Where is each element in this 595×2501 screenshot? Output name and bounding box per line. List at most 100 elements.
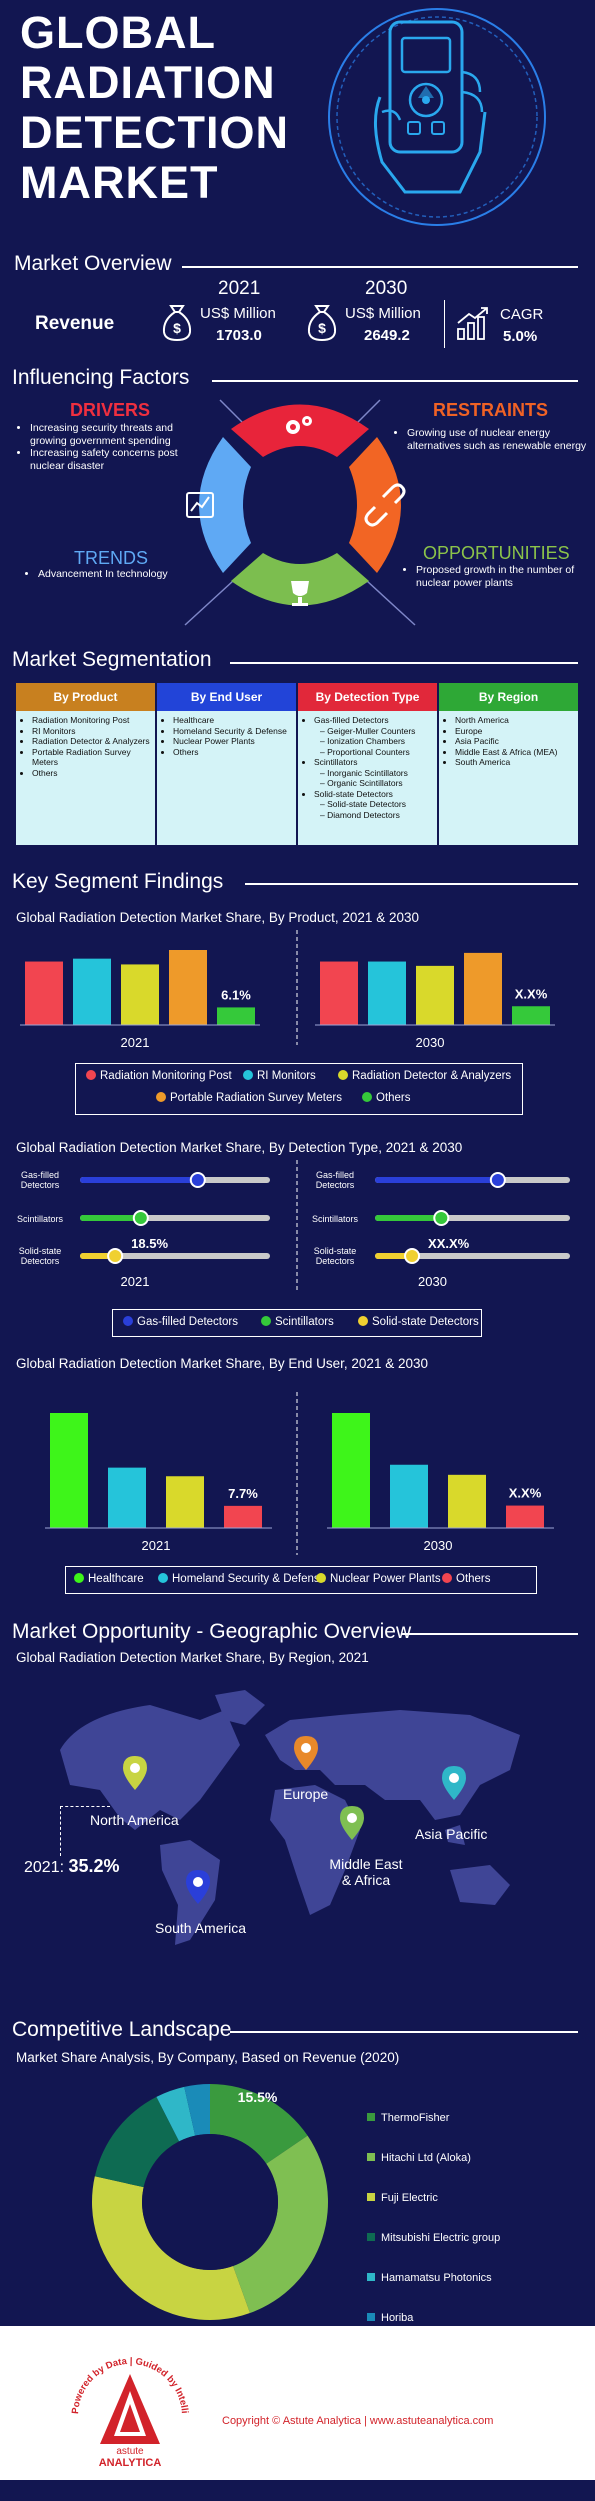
enduser-bar	[166, 1476, 204, 1528]
segment-item: – Solid-state Detectors	[320, 799, 406, 809]
region-label: North America	[90, 1812, 179, 1828]
opportunities-title: OPPORTUNITIES	[423, 543, 570, 563]
legend-label: Fuji Electric	[381, 2192, 438, 2204]
company-share-donut: 15.5%	[92, 2084, 328, 2320]
segment-header: By Region	[439, 683, 578, 711]
product-bar	[121, 964, 159, 1025]
drivers-title: DRIVERS	[70, 400, 151, 420]
segment-item: Solid-state Detectors	[314, 789, 433, 800]
factors-ring	[184, 399, 416, 626]
trends-list: Advancement In technology	[24, 568, 218, 581]
legend-swatch	[442, 1573, 452, 1583]
legend-label: Scintillators	[275, 1316, 334, 1328]
findings-rule	[245, 883, 578, 885]
segment-header: By End User	[157, 683, 296, 711]
legend-label: Radiation Monitoring Post	[100, 1070, 232, 1082]
product-data-label: X.X%	[515, 986, 548, 1001]
detection-category-label: Detectors	[316, 1180, 355, 1190]
product-legend: Radiation Monitoring Post RI Monitors Radi…	[75, 1063, 523, 1115]
money-bag-icon: $	[162, 305, 192, 342]
legend-swatch	[158, 1573, 168, 1583]
astute-analytica-logo: Powered by Data | Guided by Intelligence…	[60, 2336, 190, 2469]
legend-label: Portable Radiation Survey Meters	[170, 1092, 342, 1104]
segment-item: RI Monitors	[32, 726, 151, 737]
legend-label: ThermoFisher	[381, 2112, 450, 2124]
detection-bar	[80, 1215, 141, 1221]
detection-legend-item: Solid-state Detectors	[358, 1316, 479, 1328]
enduser-bar	[108, 1467, 146, 1528]
detection-category-label: Solid-state	[314, 1246, 357, 1256]
enduser-legend-item: Healthcare	[74, 1573, 144, 1585]
company-legend-item: Hamamatsu Photonics	[367, 2272, 492, 2284]
detection-legend-item: Scintillators	[261, 1316, 334, 1328]
legend-label: Solid-state Detectors	[372, 1316, 479, 1328]
detection-category-label: Solid-state	[19, 1246, 62, 1256]
donut-slice	[184, 2084, 210, 2136]
segment-item: – Organic Scintillators	[320, 778, 403, 788]
legend-swatch	[358, 1316, 368, 1326]
segment-item: Others	[173, 747, 292, 758]
detection-year-label: 2021	[121, 1274, 150, 1289]
na-share-value: 35.2%	[68, 1856, 120, 1876]
donut-slice	[233, 2135, 328, 2314]
segment-column: By End UserHealthcareHomeland Security &…	[157, 683, 296, 845]
detection-knob-fill	[191, 1174, 204, 1186]
opportunity-item-1: Proposed growth in the number of nuclear…	[416, 564, 595, 589]
legend-label: RI Monitors	[257, 1070, 316, 1082]
legend-label: Mitsubishi Electric group	[381, 2232, 501, 2244]
donut-hole	[142, 2134, 278, 2270]
region-label: Asia Pacific	[415, 1826, 488, 1842]
product-chart-title: Global Radiation Detection Market Share,…	[16, 910, 419, 925]
findings-title: Key Segment Findings	[12, 870, 224, 893]
region-label: Middle East & Africa	[329, 1856, 403, 1888]
driver-item-2: Increasing safety concerns post nuclear …	[30, 447, 210, 472]
detection-bar	[375, 1253, 413, 1259]
company-legend-item: Hitachi Ltd (Aloka)	[367, 2152, 471, 2164]
restraints-title: RESTRAINTS	[433, 400, 549, 420]
na-callout-vline	[60, 1806, 61, 1856]
segment-item: Others	[32, 768, 151, 779]
product-bar	[25, 961, 63, 1025]
enduser-chart-title: Global Radiation Detection Market Share,…	[16, 1356, 428, 1371]
region-label: South America	[155, 1920, 247, 1936]
competitive-rule	[230, 2031, 578, 2033]
detection-knob-fill	[109, 1250, 122, 1262]
drivers-segment	[231, 404, 369, 457]
legend-swatch	[156, 1092, 166, 1102]
enduser-bar	[506, 1505, 544, 1528]
drivers-list: Increasing security threats and growing …	[16, 422, 210, 472]
segment-item: North America	[455, 715, 574, 726]
product-year-label: 2021	[121, 1035, 150, 1050]
location-pin-icon	[123, 1756, 147, 1790]
detection-bar	[80, 1253, 116, 1259]
footer-bottom-band	[0, 2480, 595, 2501]
legend-swatch	[86, 1070, 96, 1080]
company-legend-item: ThermoFisher	[367, 2112, 449, 2124]
factors-title: Influencing Factors	[12, 366, 190, 389]
legend-label: Healthcare	[88, 1573, 144, 1585]
opportunities-list: Proposed growth in the number of nuclear…	[402, 564, 595, 589]
segment-item: Healthcare	[173, 715, 292, 726]
company-legend-item: Horiba	[367, 2312, 413, 2324]
revenue-label: Revenue	[35, 313, 115, 334]
year-2021: 2021	[218, 278, 261, 299]
segment-header: By Product	[16, 683, 155, 711]
detection-bar	[375, 1177, 498, 1183]
segment-item: Portable Radiation Survey Meters	[32, 747, 151, 768]
enduser-chart: 7.7% 2021 X.X% 2030	[45, 1392, 554, 1555]
detection-track	[80, 1253, 270, 1259]
legend-label: Hamamatsu Photonics	[381, 2272, 492, 2284]
overview-title: Market Overview	[14, 252, 172, 275]
svg-text:$: $	[173, 320, 181, 336]
detection-bar	[80, 1177, 198, 1183]
trend-item-1: Advancement In technology	[38, 568, 218, 581]
segment-body: Gas-filled Detectors– Geiger-Muller Coun…	[298, 711, 437, 845]
segment-item: – Ionization Chambers	[320, 736, 406, 746]
detection-knob-fill	[435, 1212, 448, 1224]
legend-swatch	[367, 2233, 375, 2241]
detection-chart: Gas-filledDetectorsScintillatorsSolid-st…	[17, 1160, 570, 1290]
enduser-legend-item: Others	[442, 1573, 491, 1585]
segment-item: Radiation Monitoring Post	[32, 715, 151, 726]
detection-category-label: Detectors	[21, 1180, 60, 1190]
enduser-bar	[50, 1413, 88, 1528]
